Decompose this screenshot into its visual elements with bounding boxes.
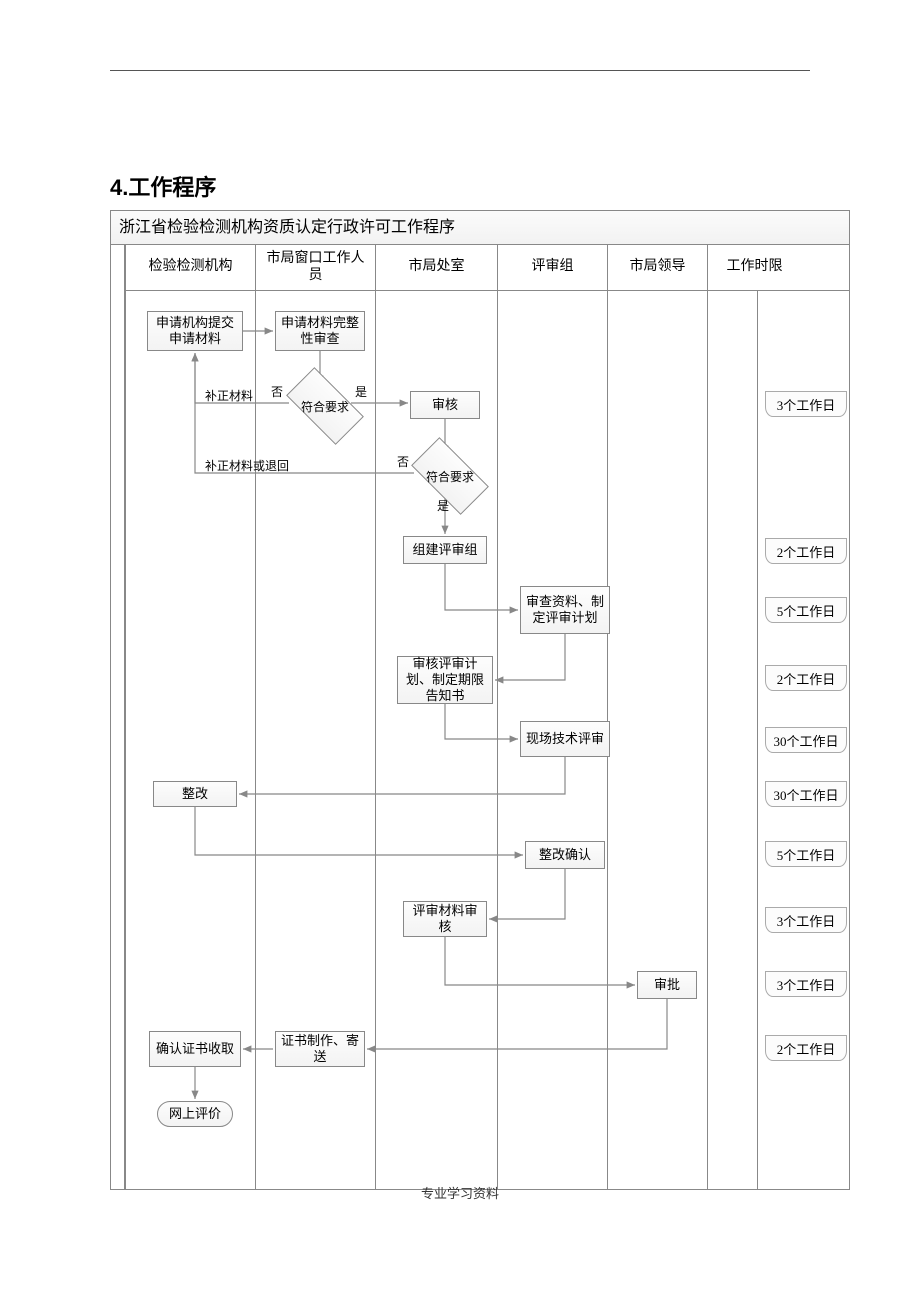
lane-divider xyxy=(707,291,708,1189)
top-rule xyxy=(110,70,810,71)
lane-header: 市局处室 xyxy=(375,245,497,290)
node-mat-review: 评审材料审核 xyxy=(403,901,487,937)
node-submit: 申请机构提交申请材料 xyxy=(147,311,243,351)
time-tag: 30个工作日 xyxy=(765,781,847,807)
swimlane-diagram: 浙江省检验检测机构资质认定行政许可工作程序 检验检测机构 市局窗口工作人员 市局… xyxy=(110,210,850,1190)
edge-label-correct: 补正材料 xyxy=(205,387,253,404)
node-cert-recv: 确认证书收取 xyxy=(149,1031,241,1067)
lane-body: 申请机构提交申请材料 申请材料完整性审查 符合要求 审核 符合要求 组建评审组 … xyxy=(125,291,849,1189)
time-tag: 3个工作日 xyxy=(765,391,847,417)
edge-label-no: 否 xyxy=(397,453,409,470)
node-plan: 审查资料、制定评审计划 xyxy=(520,586,610,634)
lane-header: 市局窗口工作人员 xyxy=(255,245,375,290)
page-footer: 专业学习资料 xyxy=(0,1183,920,1202)
diagram-title: 浙江省检验检测机构资质认定行政许可工作程序 xyxy=(111,211,849,245)
node-req1: 符合要求 xyxy=(290,386,360,426)
left-rail xyxy=(111,245,125,1189)
edge-label-yes: 是 xyxy=(437,497,449,514)
node-build-group: 组建评审组 xyxy=(403,536,487,564)
time-tag: 3个工作日 xyxy=(765,907,847,933)
node-onsite: 现场技术评审 xyxy=(520,721,610,757)
node-cert-make: 证书制作、寄送 xyxy=(275,1031,365,1067)
node-audit: 审核 xyxy=(410,391,480,419)
time-tag: 3个工作日 xyxy=(765,971,847,997)
lane-header: 工作时限 xyxy=(707,245,801,290)
lane-header: 评审组 xyxy=(497,245,607,290)
time-tag: 2个工作日 xyxy=(765,538,847,564)
page: 4.工作程序 浙江省检验检测机构资质认定行政许可工作程序 检验检测机构 市局窗口… xyxy=(0,0,920,1302)
section-heading: 4.工作程序 xyxy=(110,170,216,202)
lane-header: 检验检测机构 xyxy=(125,245,255,290)
time-tag: 5个工作日 xyxy=(765,841,847,867)
node-req2: 符合要求 xyxy=(415,456,485,496)
node-evaluate: 网上评价 xyxy=(157,1101,233,1127)
lane-divider xyxy=(375,291,376,1189)
lane-divider xyxy=(757,291,758,1189)
lane-divider xyxy=(497,291,498,1189)
node-confirm: 整改确认 xyxy=(525,841,605,869)
lane-headers: 检验检测机构 市局窗口工作人员 市局处室 评审组 市局领导 工作时限 xyxy=(125,245,849,291)
time-tag: 2个工作日 xyxy=(765,1035,847,1061)
node-check: 申请材料完整性审查 xyxy=(275,311,365,351)
edge-label-no: 否 xyxy=(271,383,283,400)
lane-divider xyxy=(255,291,256,1189)
node-approve: 审批 xyxy=(637,971,697,999)
lane-divider xyxy=(125,291,126,1189)
time-tag: 30个工作日 xyxy=(765,727,847,753)
time-tag: 5个工作日 xyxy=(765,597,847,623)
lane-header: 市局领导 xyxy=(607,245,707,290)
edge-label-yes: 是 xyxy=(355,383,367,400)
edge-label-correct-or-return: 补正材料或退回 xyxy=(205,457,289,474)
diamond-label: 符合要求 xyxy=(405,456,495,496)
time-tag: 2个工作日 xyxy=(765,665,847,691)
node-audit-plan: 审核评审计划、制定期限告知书 xyxy=(397,656,493,704)
node-rectify: 整改 xyxy=(153,781,237,807)
